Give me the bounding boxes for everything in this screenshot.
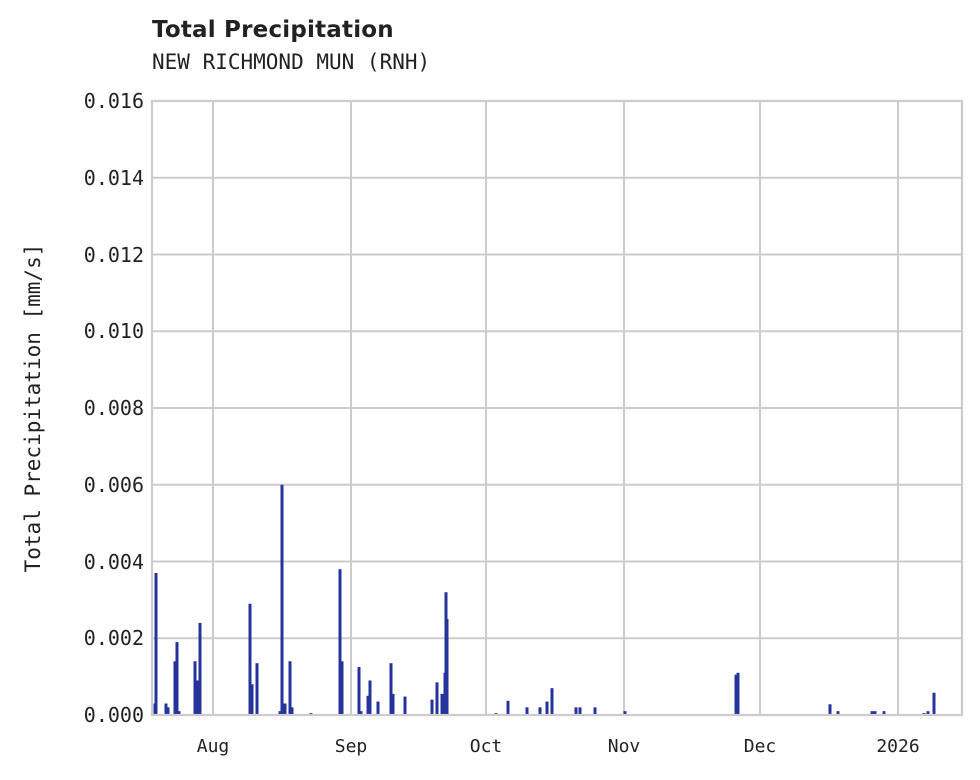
plot-frame: [150, 99, 964, 717]
precipitation-bar: [430, 699, 434, 715]
precipitation-bar: [578, 707, 582, 715]
x-tick-label: 2026: [876, 736, 920, 757]
precipitation-bar: [389, 663, 393, 715]
chart-title: Total Precipitation: [152, 17, 394, 43]
precipitation-bars: [153, 484, 936, 715]
precipitation-bar: [173, 661, 177, 715]
precipitation-bar: [359, 711, 363, 715]
precipitation-bar: [255, 663, 259, 715]
precipitation-bar: [440, 693, 444, 715]
y-tick-label: 0.016: [83, 89, 144, 113]
precipitation-bar: [545, 701, 549, 715]
x-tick-label: Oct: [469, 736, 503, 757]
precipitation-bar: [166, 707, 170, 715]
precipitation-bar: [193, 661, 197, 715]
precipitation-bar: [403, 696, 407, 715]
precipitation-bar: [376, 701, 380, 715]
vertical-gridlines: [212, 101, 899, 715]
precipitation-bar: [283, 703, 287, 715]
precipitation-bar: [550, 688, 554, 715]
x-tick-label: Aug: [196, 736, 230, 757]
x-tick-label: Sep: [334, 736, 368, 757]
precipitation-bar: [164, 703, 168, 715]
y-tick-label: 0.006: [83, 472, 144, 497]
precipitation-bar: [175, 642, 179, 715]
precipitation-bar: [734, 674, 738, 715]
precipitation-bar: [926, 711, 930, 715]
precipitation-bar: [368, 680, 372, 715]
precipitation-bar: [250, 684, 254, 715]
precipitation-bar: [340, 661, 344, 715]
precipitation-bar: [882, 711, 886, 715]
precipitation-bar: [574, 707, 578, 715]
precipitation-bar: [873, 711, 877, 715]
precipitation-bar: [828, 704, 832, 715]
precipitation-bar: [538, 707, 542, 715]
precipitation-bar: [198, 622, 202, 715]
y-tick-label: 0.008: [83, 396, 144, 420]
precipitation-bar: [154, 573, 158, 715]
y-tick-label: 0.000: [83, 703, 144, 727]
precipitation-bar: [593, 707, 597, 715]
precipitation-bar: [177, 711, 181, 715]
precipitation-bar: [525, 707, 529, 715]
chart-subtitle: NEW RICHMOND MUN (RNH): [152, 50, 431, 74]
precipitation-bar: [445, 619, 449, 715]
precipitation-bar: [366, 695, 370, 715]
precipitation-bar: [290, 707, 294, 715]
y-tick-label: 0.004: [83, 549, 144, 574]
precipitation-bar: [836, 711, 840, 715]
precipitation-bar: [195, 680, 199, 715]
precipitation-bar: [736, 672, 740, 715]
x-tick-label: Nov: [607, 736, 641, 757]
x-tick-label: Dec: [743, 736, 777, 757]
y-tick-label: 0.002: [83, 626, 144, 651]
y-tick-label: 0.010: [83, 319, 144, 344]
y-tick-label: 0.012: [83, 242, 144, 267]
precipitation-bar: [338, 569, 342, 715]
precipitation-bar: [623, 711, 627, 715]
precipitation-bar: [506, 700, 510, 715]
precipitation-bar: [288, 661, 292, 715]
horizontal-gridlines: [152, 100, 962, 716]
precipitation-bar: [443, 672, 447, 715]
precipitation-bar: [435, 682, 439, 715]
precipitation-bar: [280, 484, 284, 715]
precipitation-bar: [391, 693, 395, 715]
precipitation-bar: [357, 667, 361, 715]
precipitation-bar: [932, 692, 936, 715]
precipitation-bar: [870, 711, 874, 715]
y-tick-label: 0.014: [83, 165, 144, 190]
precipitation-bar: [248, 603, 252, 715]
precipitation-bar: [278, 711, 282, 715]
